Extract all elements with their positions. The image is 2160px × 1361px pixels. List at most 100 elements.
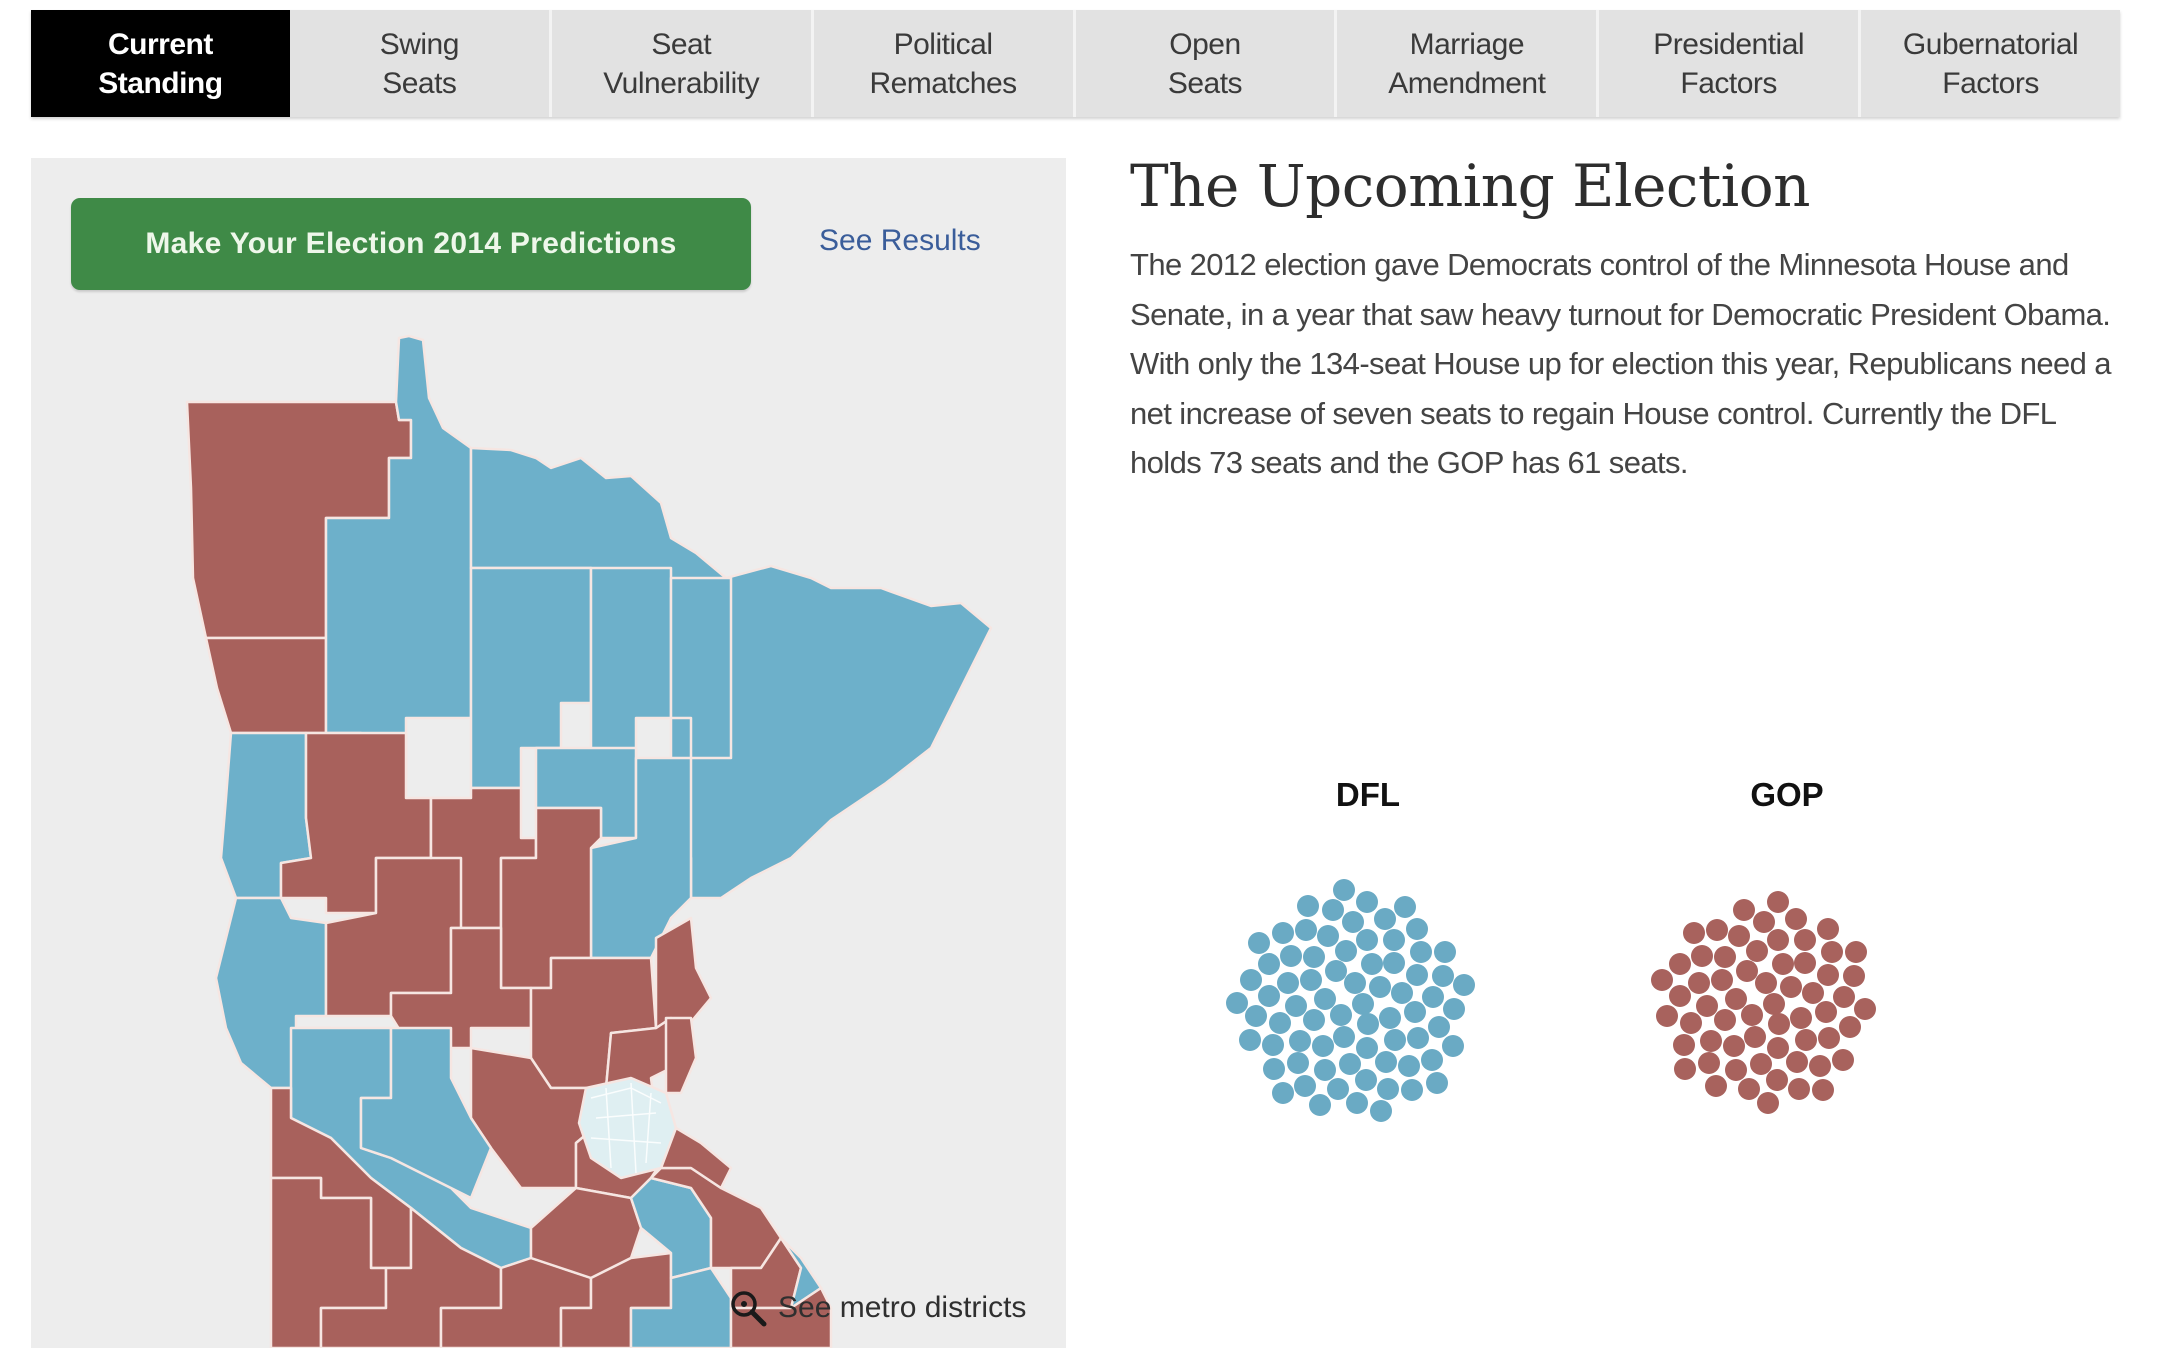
seat-dot [1326, 1078, 1349, 1101]
tab-swing-seats[interactable]: Swing Seats [290, 10, 552, 117]
seat-dot [1357, 1013, 1380, 1036]
dfl-seat-dots [1226, 879, 1476, 1123]
seat-dot [1771, 953, 1794, 976]
tab-label: Seat Vulnerability [603, 27, 760, 100]
seat-dot [1838, 1016, 1861, 1039]
seat-dot [1239, 1029, 1262, 1052]
seat-dot [1690, 944, 1713, 967]
seat-dot [1431, 965, 1454, 988]
seat-dot [1289, 1029, 1312, 1052]
tab-current-standing[interactable]: Current Standing [31, 10, 290, 117]
district [204, 636, 328, 735]
seat-dot [1713, 945, 1736, 968]
seat-dot [1842, 965, 1865, 988]
tab-open-seats[interactable]: Open Seats [1076, 10, 1338, 117]
seat-dot [1740, 1004, 1763, 1027]
seat-dot [1263, 1058, 1286, 1081]
make-predictions-button[interactable]: Make Your Election 2014 Predictions [71, 198, 751, 290]
seat-dot [1285, 995, 1308, 1018]
section-tabs: Current Standing Swing Seats Seat Vulner… [31, 10, 2120, 117]
tab-marriage-amendment[interactable]: Marriage Amendment [1337, 10, 1600, 117]
seat-dot [1383, 951, 1406, 974]
seat-dot [1369, 1100, 1392, 1123]
seat-dot [1674, 1058, 1697, 1081]
seat-dot [1245, 1005, 1268, 1028]
metro-link-label: See metro districts [778, 1291, 1027, 1324]
seat-dot [1355, 1037, 1378, 1059]
tab-label: Marriage Amendment [1388, 27, 1546, 100]
seat-dot [1329, 1004, 1352, 1027]
seat-dot [1753, 910, 1776, 933]
seat-dot [1333, 1026, 1355, 1049]
seat-dot [1294, 1074, 1317, 1097]
seat-dot [1682, 921, 1705, 944]
seat-dot [1818, 1027, 1841, 1050]
tab-seat-vulnerability[interactable]: Seat Vulnerability [552, 10, 814, 117]
seat-dot [1786, 1051, 1809, 1074]
district [319, 1206, 503, 1348]
article-body: The 2012 election gave Democrats control… [1130, 247, 2112, 480]
seat-dot [1262, 1033, 1285, 1056]
seat-dot [1787, 1077, 1810, 1100]
seat-dot [1687, 972, 1710, 995]
seat-dot [1750, 1052, 1773, 1075]
seat-dot [1766, 1069, 1789, 1092]
seat-dot [1309, 1094, 1332, 1117]
tab-label: Open Seats [1167, 27, 1243, 100]
seat-dot [1339, 1052, 1362, 1075]
see-metro-districts-link[interactable]: See metro districts [728, 1288, 1026, 1328]
seat-dot [1297, 895, 1320, 918]
seat-dot [1767, 890, 1790, 913]
gop-label: GOP [1750, 776, 1824, 813]
seat-dot [1390, 982, 1413, 1005]
seat-dot [1314, 1058, 1337, 1081]
seat-dot [1351, 993, 1374, 1015]
seat-dot [1816, 963, 1839, 986]
seat-dot [1400, 1078, 1423, 1101]
metro-district-lines [590, 1082, 662, 1174]
seat-dot [1768, 1013, 1791, 1036]
seat-dot [1766, 1037, 1789, 1059]
dfl-label: DFL [1335, 776, 1401, 813]
tab-label: Current Standing [98, 27, 223, 100]
seat-dot [1794, 951, 1817, 974]
seat-dot [1845, 940, 1868, 963]
seat-dot [1269, 1012, 1292, 1035]
seat-dot [1656, 1005, 1679, 1028]
seat-dot [1286, 1052, 1309, 1075]
seat-dot [1333, 879, 1356, 902]
seat-dot [1706, 918, 1729, 941]
seat-dot [1728, 924, 1751, 947]
seat-dot [1443, 998, 1466, 1021]
seat-dot [1375, 1051, 1398, 1074]
seat-dot [1811, 1078, 1834, 1101]
seat-dot [1784, 907, 1807, 930]
seat-dot [1794, 928, 1817, 951]
seat-dot [1239, 969, 1262, 992]
district [359, 1026, 493, 1200]
district [664, 1016, 698, 1095]
seat-dot [1441, 1035, 1464, 1058]
tab-label: Political Rematches [869, 27, 1017, 100]
tab-presidential-factors[interactable]: Presidential Factors [1599, 10, 1862, 117]
seat-dot [1808, 1054, 1831, 1077]
seat-dot [1410, 941, 1433, 964]
seat-dot [1368, 975, 1391, 998]
seat-dot [1737, 1078, 1760, 1101]
tab-political-rematches[interactable]: Political Rematches [814, 10, 1076, 117]
zoom-in-icon [731, 1291, 767, 1327]
seat-dot [1226, 991, 1249, 1014]
seat-dot [1302, 945, 1325, 968]
see-results-link[interactable]: See Results [819, 224, 981, 257]
seat-dot [1335, 939, 1358, 962]
district [654, 916, 713, 1030]
seat-dot [1697, 1052, 1720, 1075]
seat-dot [1258, 953, 1281, 976]
minnesota-district-map[interactable] [31, 158, 1066, 1348]
map-panel: Make Your Election 2014 Predictions See … [31, 158, 1066, 1348]
seat-dot [1723, 1035, 1746, 1058]
seat-dot [1762, 993, 1785, 1015]
tab-gubernatorial-factors[interactable]: Gubernatorial Factors [1861, 10, 2120, 117]
seat-dot [1434, 940, 1457, 963]
seat-dot [1714, 1008, 1737, 1031]
